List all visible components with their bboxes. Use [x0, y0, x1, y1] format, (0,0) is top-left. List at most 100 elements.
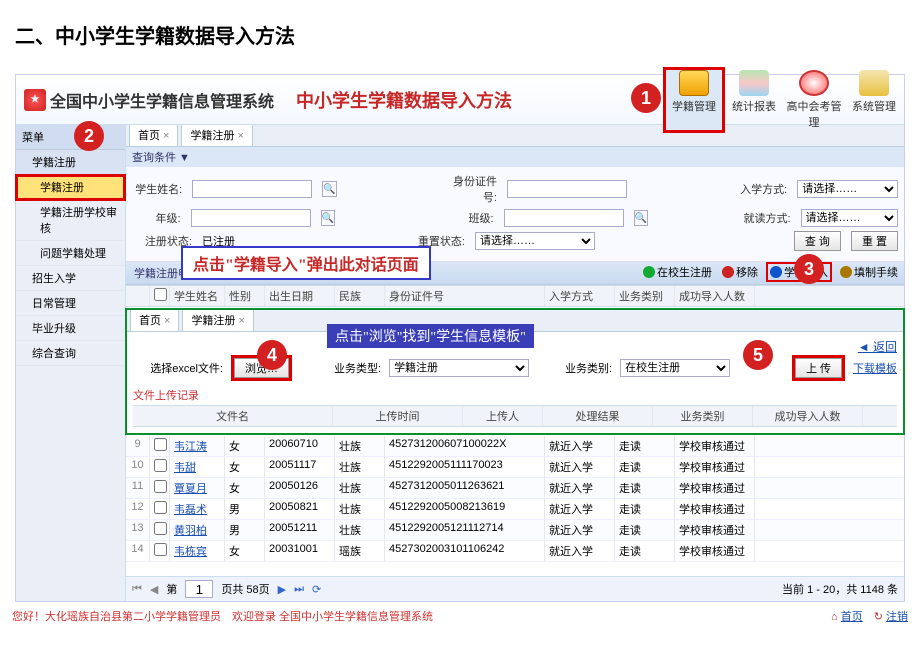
row-checkbox[interactable]: [154, 543, 167, 556]
pager-prev[interactable]: ◀: [150, 583, 158, 596]
sidebar-item-review[interactable]: 学籍注册学校审核: [16, 200, 125, 241]
action-remove[interactable]: 移除: [722, 264, 758, 280]
select-enroll[interactable]: 请选择……: [797, 180, 898, 198]
sidebar-item-query[interactable]: 综合查询: [16, 341, 125, 366]
action-proc[interactable]: 填制手续: [840, 264, 898, 280]
topnav-xueji[interactable]: 学籍管理: [664, 68, 724, 132]
annotation-3: 3: [794, 254, 824, 284]
topnav-stats[interactable]: 统计报表: [724, 68, 784, 132]
pager: ⏮ ◀ 第 页共 58页 ▶ ⏭ ⟳ 当前 1 - 20，共 1148 条: [126, 576, 904, 601]
sidebar-cat-reg[interactable]: 学籍注册: [16, 150, 125, 175]
pager-next[interactable]: ▶: [278, 583, 286, 596]
table-row[interactable]: 12 韦磊术 男 20050821 壮族 4512292005008213619…: [126, 499, 904, 520]
download-template-link[interactable]: 下载模板: [853, 360, 897, 376]
logo-icon: ★: [24, 89, 46, 111]
student-link[interactable]: 韦栋宾: [170, 541, 225, 561]
sidebar-item-problem[interactable]: 问题学籍处理: [16, 241, 125, 266]
calendar-icon: [859, 70, 889, 96]
data-rows: 9 韦江涛 女 20060710 壮族 452731200607100022X …: [126, 436, 904, 562]
filter-toggle[interactable]: 查询条件 ▼: [126, 147, 904, 167]
label-read: 就读方式:: [742, 210, 791, 226]
label-enroll: 入学方式:: [737, 181, 787, 197]
student-link[interactable]: 覃夏月: [170, 478, 225, 498]
tab-home[interactable]: 首页×: [129, 123, 178, 146]
student-link[interactable]: 韦磊术: [170, 499, 225, 519]
row-checkbox[interactable]: [154, 480, 167, 493]
student-link[interactable]: 韦江涛: [170, 436, 225, 456]
sidebar-item-daily[interactable]: 日常管理: [16, 291, 125, 316]
dot-icon: [840, 266, 852, 278]
close-icon[interactable]: ×: [163, 130, 169, 142]
label-id: 身份证件号:: [447, 173, 497, 205]
home-icon: ⌂: [831, 611, 841, 623]
app-window: ★ 全国中小学生学籍信息管理系统 中小学生学籍数据导入方法 学籍管理 统计报表 …: [15, 74, 905, 602]
dot-icon: [643, 266, 655, 278]
h-scrollbar[interactable]: [126, 562, 904, 576]
table-row[interactable]: 10 韦甜 女 20051117 壮族 4512292005111170023 …: [126, 457, 904, 478]
upload-button[interactable]: 上 传: [795, 358, 842, 378]
search-icon[interactable]: 🔍: [634, 210, 648, 226]
pager-first[interactable]: ⏮: [132, 583, 142, 596]
page-input[interactable]: [185, 580, 213, 598]
table-row[interactable]: 9 韦江涛 女 20060710 壮族 452731200607100022X …: [126, 436, 904, 457]
body: 菜单 学籍注册 学籍注册 学籍注册学校审核 问题学籍处理 招生入学 日常管理 毕…: [16, 125, 904, 601]
sidebar-item-enroll[interactable]: 招生入学: [16, 266, 125, 291]
pager-last[interactable]: ⏭: [294, 583, 304, 596]
table-row[interactable]: 11 覃夏月 女 20050126 壮族 4527312005011263621…: [126, 478, 904, 499]
action-bar: 在校生注册 移除 学籍导入 填制手续: [643, 264, 898, 280]
back-link[interactable]: ◄ 返回: [858, 340, 897, 354]
row-checkbox[interactable]: [154, 459, 167, 472]
select-read[interactable]: 请选择……: [801, 209, 898, 227]
sidebar-item-grad[interactable]: 毕业升级: [16, 316, 125, 341]
home-link[interactable]: 首页: [841, 611, 863, 623]
label-grade: 年级:: [132, 210, 181, 226]
input-name[interactable]: [192, 180, 312, 198]
sidebar-item-register[interactable]: 学籍注册: [16, 175, 125, 200]
topnav-exam[interactable]: 高中会考管理: [784, 68, 844, 132]
pager-refresh[interactable]: ⟳: [312, 583, 321, 596]
pager-range: 当前 1 - 20，共 1148 条: [782, 581, 898, 597]
document-title: 二、中小学生学籍数据导入方法: [0, 0, 920, 74]
chart-icon: [739, 70, 769, 96]
checkbox-all[interactable]: [154, 288, 167, 301]
system-name: 全国中小学生学籍信息管理系统: [50, 88, 274, 112]
input-class[interactable]: [504, 209, 624, 227]
select-bizcat[interactable]: 在校生注册: [620, 359, 730, 377]
row-checkbox[interactable]: [154, 522, 167, 535]
row-checkbox[interactable]: [154, 501, 167, 514]
import-dialog: 首页× 学籍注册× 点击"浏览"找到"学生信息模板" 4 5 ◄ 返回 选择ex…: [126, 309, 904, 434]
query-button[interactable]: 查 询: [794, 231, 841, 251]
action-register[interactable]: 在校生注册: [643, 264, 712, 280]
reset-button[interactable]: 重 置: [851, 231, 898, 251]
input-id[interactable]: [507, 180, 627, 198]
input-grade[interactable]: [191, 209, 311, 227]
top-nav: 学籍管理 统计报表 高中会考管理 系统管理: [664, 68, 904, 132]
annotation-4: 4: [257, 340, 287, 370]
student-link[interactable]: 韦甜: [170, 457, 225, 477]
logo: ★ 全国中小学生学籍信息管理系统: [16, 88, 282, 112]
dialog-body: 点击"浏览"找到"学生信息模板" 4 5 ◄ 返回 选择excel文件: 浏览……: [127, 332, 903, 433]
label-name: 学生姓名:: [132, 181, 182, 197]
header-subtitle: 中小学生学籍数据导入方法: [296, 87, 512, 113]
select-retry[interactable]: 请选择……: [475, 232, 595, 250]
main-panel: 首页× 学籍注册× 查询条件 ▼ 学生姓名: 🔍 身份证件号: 入学方式: 请选…: [126, 125, 904, 601]
status-bar: 您好！大化瑶族自治县第二小学学籍管理员 欢迎登录 全国中小学生学籍信息管理系统 …: [0, 602, 920, 630]
search-icon[interactable]: 🔍: [322, 181, 336, 197]
logout-link[interactable]: 注销: [886, 611, 908, 623]
annotation-balloon-2: 点击"浏览"找到"学生信息模板": [327, 324, 534, 348]
select-biztype[interactable]: 学籍注册: [389, 359, 529, 377]
student-link[interactable]: 黄羽柏: [170, 520, 225, 540]
dot-icon: [722, 266, 734, 278]
upload-log-title: 文件上传记录: [133, 387, 897, 403]
row-checkbox[interactable]: [154, 438, 167, 451]
search-icon[interactable]: 🔍: [321, 210, 335, 226]
topnav-system[interactable]: 系统管理: [844, 68, 904, 132]
register-section: 点击"学籍导入"弹出此对话页面 学籍注册申请 在校生注册 移除 学籍导入 填制手…: [126, 262, 904, 576]
table-row[interactable]: 14 韦栋宾 女 20031001 瑶族 4527302003101106242…: [126, 541, 904, 562]
table-row[interactable]: 13 黄羽柏 男 20051211 壮族 4512292005121112714…: [126, 520, 904, 541]
tab-register[interactable]: 学籍注册×: [181, 123, 252, 146]
label-file: 选择excel文件:: [133, 360, 223, 376]
annotation-2: 2: [74, 121, 104, 151]
close-icon[interactable]: ×: [237, 130, 243, 142]
annotation-5: 5: [743, 340, 773, 370]
